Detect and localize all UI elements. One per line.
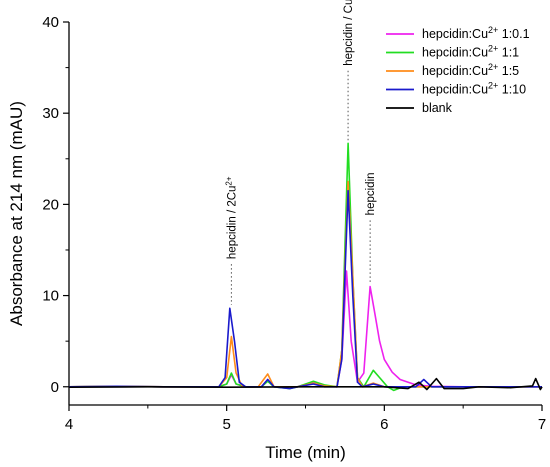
x-tick-label: 4 bbox=[65, 416, 73, 433]
series-line-4 bbox=[68, 377, 543, 391]
y-tick-label: 40 bbox=[42, 14, 59, 31]
legend-entry-4: blank bbox=[422, 101, 453, 115]
series-line-3 bbox=[68, 189, 542, 390]
legend-entry-1: hepcidin:Cu2+ 1:1 bbox=[422, 44, 519, 60]
annotation-label-2: hepcidin bbox=[365, 172, 377, 215]
series-line-2 bbox=[68, 180, 542, 388]
legend-entry-2: hepcidin:Cu2+ 1:5 bbox=[422, 62, 519, 78]
legend-entry-0: hepcidin:Cu2+ 1:0.1 bbox=[422, 25, 530, 41]
y-tick-label: 10 bbox=[42, 288, 59, 305]
y-tick-label: 20 bbox=[42, 196, 59, 213]
series-line-0 bbox=[68, 270, 542, 388]
x-axis-title: Time (min) bbox=[265, 443, 346, 462]
annotation-layer: hepcidin / 2Cu2+ hepcidin / Cu2+ hepcidin bbox=[224, 0, 377, 305]
y-axis-title: Absorbance at 214 nm (mAU) bbox=[7, 101, 26, 326]
x-tick-label: 6 bbox=[380, 416, 388, 433]
annotation-label-1: hepcidin / Cu2+ bbox=[341, 0, 356, 66]
axes: 4 5 6 7 0 10 20 30 40 bbox=[42, 14, 546, 433]
y-tick-label: 30 bbox=[42, 105, 59, 122]
x-tick-label: 5 bbox=[222, 416, 230, 433]
series-layer bbox=[68, 142, 543, 392]
legend: hepcidin:Cu2+ 1:0.1 hepcidin:Cu2+ 1:1 hepc… bbox=[386, 25, 530, 115]
legend-entry-3: hepcidin:Cu2+ 1:10 bbox=[422, 81, 526, 97]
annotation-label-0: hepcidin / 2Cu2+ bbox=[224, 176, 239, 259]
x-tick-label: 7 bbox=[538, 416, 546, 433]
y-tick-label: 0 bbox=[51, 379, 59, 396]
series-line-1 bbox=[68, 142, 542, 392]
